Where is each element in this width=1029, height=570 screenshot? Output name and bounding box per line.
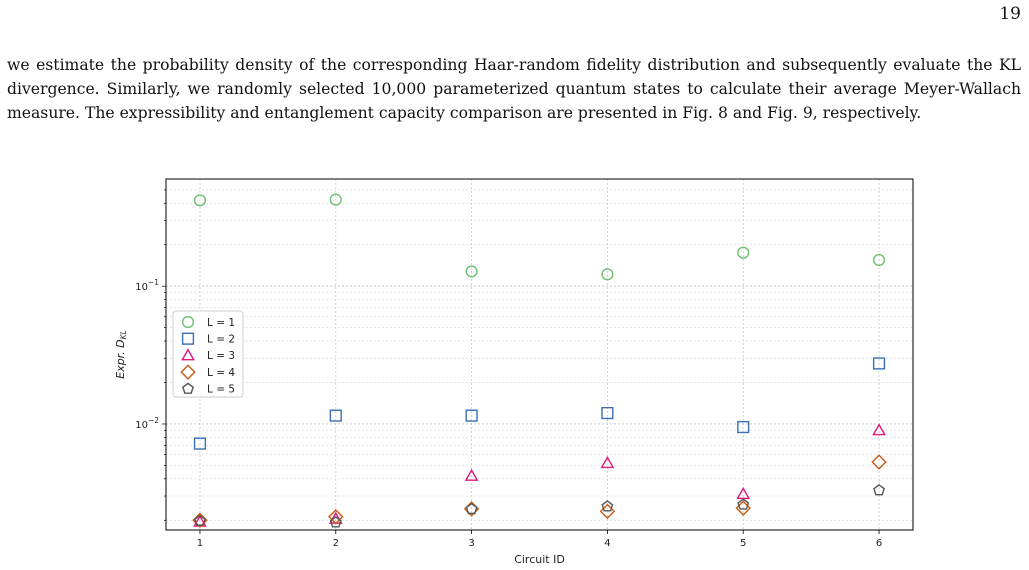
data-point bbox=[329, 516, 342, 528]
x-tick-label: 2 bbox=[333, 538, 339, 549]
series-3 bbox=[193, 423, 886, 527]
data-point bbox=[737, 420, 750, 434]
series-2 bbox=[193, 357, 886, 450]
legend-label: L = 4 bbox=[207, 367, 235, 379]
grid-layer bbox=[166, 179, 913, 530]
data-point bbox=[193, 194, 207, 207]
plot-frame bbox=[165, 178, 914, 531]
x-axis-label: Circuit ID bbox=[514, 553, 565, 566]
data-point bbox=[872, 253, 886, 267]
data-point bbox=[328, 509, 344, 525]
data-point bbox=[464, 468, 479, 481]
y-tick-label: 10−2 bbox=[135, 416, 159, 431]
legend-marker bbox=[181, 315, 195, 329]
data-point bbox=[329, 193, 342, 206]
legend-label: L = 5 bbox=[207, 384, 235, 396]
legend-label: L = 1 bbox=[207, 317, 235, 329]
ticks-layer: 1 2 3 4 5 6 10−1 10−2 bbox=[135, 189, 882, 549]
data-point bbox=[193, 437, 207, 450]
x-tick-label: 1 bbox=[197, 538, 203, 549]
x-tick-label: 5 bbox=[740, 538, 746, 549]
data-point bbox=[873, 484, 886, 496]
data-point bbox=[465, 409, 478, 422]
body-paragraph: we estimate the probability density of t… bbox=[7, 56, 1021, 122]
data-point bbox=[871, 454, 887, 470]
legend-label: L = 2 bbox=[207, 334, 235, 346]
data-point bbox=[601, 406, 614, 420]
data-point bbox=[601, 500, 614, 512]
y-axis-label-main: Expr. D bbox=[114, 339, 127, 378]
legend: L = 1 L = 2 L = 3 L = 4 L = 5 bbox=[172, 310, 244, 398]
data-point bbox=[599, 503, 616, 520]
data-point bbox=[737, 246, 750, 259]
legend-label: L = 3 bbox=[207, 350, 235, 362]
data-point bbox=[465, 265, 478, 278]
data-point bbox=[872, 423, 886, 436]
legend-marker bbox=[181, 348, 195, 361]
series-4 bbox=[192, 454, 887, 529]
data-point bbox=[329, 409, 342, 422]
data-point bbox=[193, 514, 206, 526]
legend-marker bbox=[181, 332, 195, 345]
data-point bbox=[737, 498, 750, 510]
legend-marker bbox=[182, 382, 194, 394]
y-tick-label: 10−1 bbox=[135, 278, 159, 293]
marks-layer bbox=[192, 193, 887, 529]
x-tick-label: 6 bbox=[876, 538, 882, 549]
y-axis-label: Expr. DKL bbox=[114, 330, 128, 379]
data-point bbox=[872, 357, 886, 370]
page-number: 19 bbox=[999, 4, 1021, 24]
data-point bbox=[600, 456, 615, 469]
series-1 bbox=[193, 193, 886, 281]
legend-marker bbox=[180, 364, 196, 380]
y-axis-label-sub: KL bbox=[119, 330, 128, 339]
x-tick-label: 3 bbox=[468, 538, 474, 549]
series-5 bbox=[193, 484, 886, 528]
x-tick-label: 4 bbox=[604, 538, 610, 549]
data-point bbox=[601, 268, 614, 281]
data-point bbox=[465, 502, 478, 515]
